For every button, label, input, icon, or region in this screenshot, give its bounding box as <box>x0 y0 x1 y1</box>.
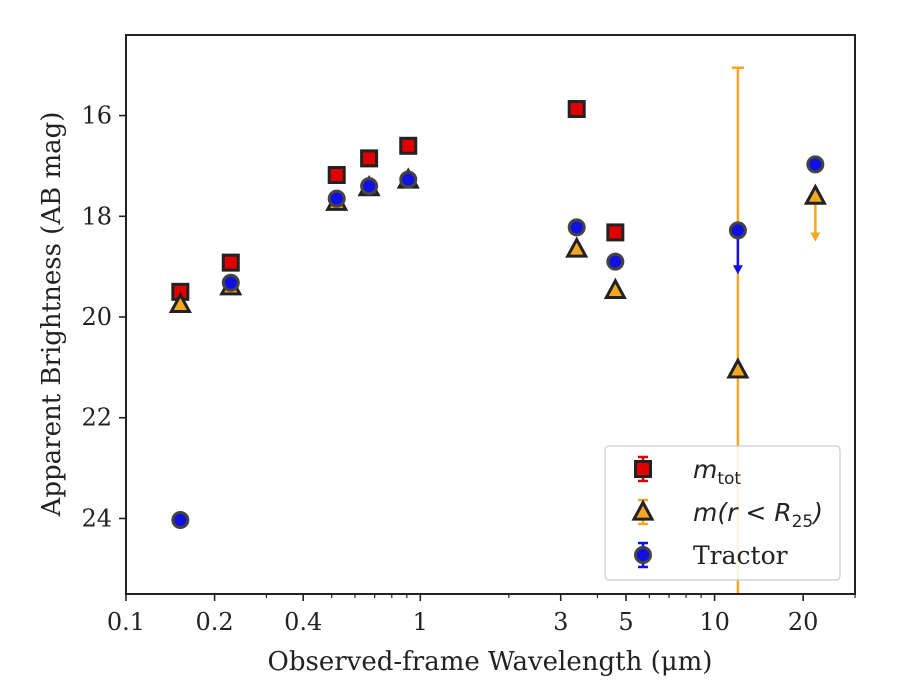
x-tick-label: 0.2 <box>196 608 234 636</box>
data-point-circle <box>221 273 240 292</box>
y-tick-label: 22 <box>81 404 112 432</box>
legend-label: mtot <box>693 455 741 489</box>
legend: mtot m(r < R25) Tractor <box>604 445 841 581</box>
data-point-triangle <box>726 357 750 379</box>
x-tick-label: 0.1 <box>107 608 145 636</box>
data-point-square <box>567 100 586 119</box>
data-point-square <box>399 136 418 155</box>
data-point-triangle <box>803 183 827 205</box>
data-point-circle <box>360 177 379 196</box>
data-point-square <box>360 149 379 168</box>
upper-limit-arrow-head <box>810 232 821 242</box>
x-tick-label: 3 <box>553 608 568 636</box>
legend-label: Tractor <box>693 541 788 570</box>
plot-frame <box>125 34 856 595</box>
upper-limit-arrow-head <box>732 265 743 275</box>
x-axis-label: Observed-frame Wavelength (μm) <box>268 647 713 677</box>
y-axis-label: Apparent Brightness (AB mag) <box>37 112 67 518</box>
data-point-circle <box>327 189 346 208</box>
data-point-circle <box>399 170 418 189</box>
legend-label: m(r < R25) <box>693 498 823 532</box>
legend-marker-circle <box>634 546 652 564</box>
series-circle <box>171 155 825 529</box>
data-point-triangle <box>565 236 589 258</box>
x-tick-label: 10 <box>699 608 730 636</box>
x-tick-label: 20 <box>788 608 819 636</box>
y-tick-label: 20 <box>81 303 112 331</box>
legend-marker-square <box>634 460 652 478</box>
x-tick-label: 5 <box>618 608 633 636</box>
plot-layer <box>168 66 827 594</box>
data-point-circle <box>171 510 190 529</box>
y-tick-label: 18 <box>81 202 112 230</box>
series-square <box>171 100 625 301</box>
legend-box <box>604 445 841 581</box>
data-point-circle <box>567 218 586 237</box>
data-point-circle <box>806 155 825 174</box>
y-tick-label: 24 <box>81 504 112 532</box>
x-tick-label: 0.4 <box>284 608 322 636</box>
axes-ticks: 0.1 0.2 0.4 1 3 5 10 20 16 18 20 22 24 <box>81 102 856 636</box>
data-point-triangle <box>603 277 627 299</box>
data-point-square <box>327 166 346 185</box>
data-point-square <box>606 223 625 242</box>
x-tick-label: 1 <box>413 608 428 636</box>
data-point-circle <box>606 252 625 271</box>
data-point-square <box>221 253 240 272</box>
data-point-circle <box>728 221 747 240</box>
legend-marker-triangle <box>631 499 655 521</box>
data-point-triangle <box>168 291 192 314</box>
y-tick-label: 16 <box>81 102 112 130</box>
